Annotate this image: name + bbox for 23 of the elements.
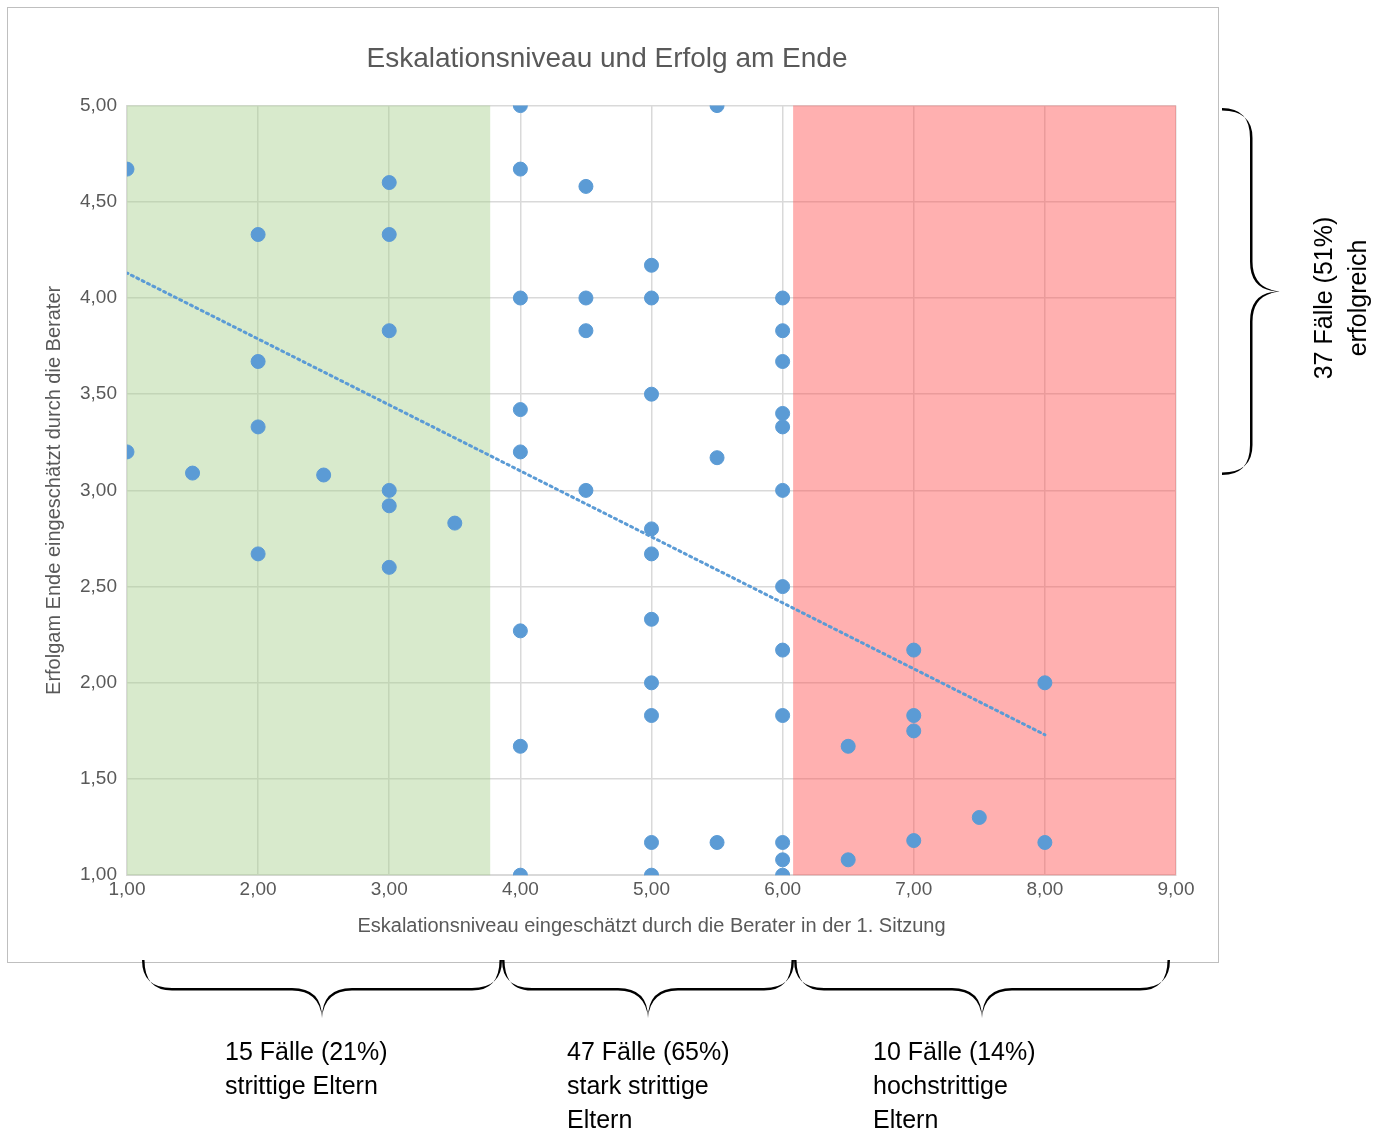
y-tick-label: 5,00 [80, 93, 117, 115]
x-axis-title: Eskalationsniveau eingeschätzt durch die Berater in der 1. Sitzung [357, 913, 946, 936]
y-tick-label: 2,00 [80, 671, 117, 693]
text: 10 Fälle (14%) hochstrittige Eltern [873, 1036, 1036, 1133]
x-tick-label: 2,00 [239, 877, 277, 899]
y-tick-label: 4,50 [80, 190, 117, 212]
x-tick-label: 8,00 [1026, 877, 1064, 899]
y-tick-label: 3,00 [80, 478, 117, 500]
y-tick-label: 3,50 [80, 382, 117, 404]
y-axis-title: Erfolgam Ende eingeschätzt durch die Berater [41, 285, 64, 695]
x-tick-label: 4,00 [501, 877, 539, 899]
y-tick-label: 1,50 [80, 767, 117, 789]
text: 15 Fälle (21%) strittige Eltern [225, 1036, 388, 1101]
chart-title: Eskalationsniveau und Erfolg am Ende [366, 41, 848, 73]
x-tick-label: 5,00 [633, 877, 670, 899]
y-tick-label: 4,00 [80, 286, 117, 308]
y-tick-label: 2,50 [80, 574, 117, 596]
x-tick-label: 9,00 [1157, 877, 1195, 899]
x-tick-label: 3,00 [370, 877, 408, 899]
x-tick-label: 6,00 [764, 877, 802, 899]
text: 47 Fälle (65%) stark strittige Eltern [567, 1036, 730, 1133]
x-tick-label: 7,00 [895, 877, 933, 899]
text: 37 Fälle (51%) erfolgreich [1308, 216, 1372, 380]
